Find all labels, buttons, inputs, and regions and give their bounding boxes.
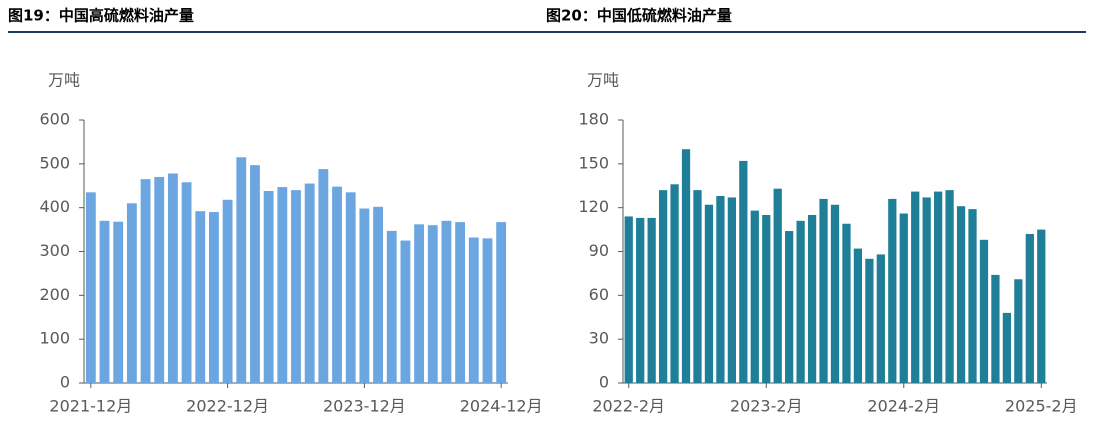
y-tick-label: 500 (39, 153, 70, 172)
bar (773, 188, 782, 383)
bar (830, 204, 840, 383)
y-tick-label: 300 (39, 241, 70, 260)
x-tick-label: 2022-2月 (592, 397, 665, 416)
bar (318, 169, 329, 383)
y-tick-label: 120 (578, 197, 609, 216)
bar (482, 238, 493, 383)
bar (304, 183, 315, 383)
bar (876, 254, 885, 383)
bar (386, 230, 397, 383)
bar (1025, 233, 1034, 383)
y-axis-label: 万吨 (48, 71, 80, 90)
bar (819, 198, 828, 383)
y-tick-label: 90 (589, 241, 609, 260)
bar (1002, 312, 1012, 383)
bar (807, 214, 817, 383)
bar (427, 225, 438, 383)
x-tick-label: 2024-12月 (460, 397, 543, 416)
bar (647, 217, 656, 383)
bar (853, 248, 863, 383)
bar (681, 149, 691, 383)
bar (739, 160, 748, 383)
bar (899, 213, 908, 383)
y-tick-label: 200 (39, 285, 70, 304)
bar (236, 157, 247, 383)
bar (85, 192, 96, 383)
bar (693, 190, 702, 383)
bar (113, 221, 124, 383)
bar (727, 197, 736, 383)
bar (716, 195, 725, 383)
bar (332, 186, 342, 383)
bar (373, 206, 383, 383)
bar (979, 239, 989, 383)
bar (624, 216, 633, 383)
bar (842, 223, 851, 383)
x-tick-label: 2021-12月 (49, 397, 132, 416)
y-tick-label: 0 (60, 373, 70, 392)
bar (126, 203, 137, 383)
y-tick-label: 600 (39, 110, 70, 129)
bar (1014, 279, 1023, 383)
bar (704, 204, 714, 383)
y-tick-label: 30 (589, 329, 609, 348)
y-tick-label: 150 (578, 153, 609, 172)
y-tick-label: 60 (589, 285, 609, 304)
y-tick-label: 100 (39, 329, 70, 348)
bar (181, 182, 192, 383)
bar (956, 206, 966, 383)
bar (222, 199, 233, 383)
bar (934, 191, 943, 383)
bar (865, 258, 874, 383)
bar (785, 231, 794, 383)
bar (991, 274, 1000, 383)
bar (99, 220, 110, 383)
bar (468, 237, 479, 383)
bar (968, 209, 977, 383)
bar (636, 217, 645, 383)
bar (911, 191, 920, 383)
bar (400, 240, 411, 383)
chart-title: 图20：中国低硫燃料油产量 (546, 7, 732, 25)
y-tick-label: 0 (599, 373, 609, 392)
x-tick-label: 2023-12月 (323, 397, 406, 416)
bar (455, 222, 466, 383)
bar (1037, 229, 1046, 383)
x-tick-label: 2023-2月 (730, 397, 803, 416)
x-tick-label: 2025-2月 (1005, 397, 1078, 416)
bar (167, 173, 178, 383)
x-tick-label: 2024-2月 (867, 397, 940, 416)
bar (750, 210, 759, 383)
bar (140, 179, 151, 383)
bar (209, 212, 219, 383)
bar (796, 220, 805, 383)
y-axis-label: 万吨 (587, 71, 619, 90)
bar (154, 176, 165, 383)
bar (945, 190, 954, 383)
bar (762, 214, 771, 383)
bar (441, 220, 452, 383)
bar (277, 187, 288, 383)
bar (922, 197, 931, 383)
bar (359, 208, 370, 383)
bar (658, 190, 668, 383)
bar (195, 211, 206, 383)
y-tick-label: 180 (578, 110, 609, 129)
x-tick-label: 2022-12月 (186, 397, 269, 416)
bar (670, 184, 679, 383)
y-tick-label: 400 (39, 197, 70, 216)
bar (345, 192, 356, 383)
bar (414, 224, 425, 383)
bar (888, 198, 897, 383)
bar (291, 190, 301, 383)
bar (496, 222, 507, 383)
chart-title: 图19：中国高硫燃料油产量 (8, 7, 194, 25)
bar (250, 165, 260, 383)
bar (263, 191, 274, 383)
